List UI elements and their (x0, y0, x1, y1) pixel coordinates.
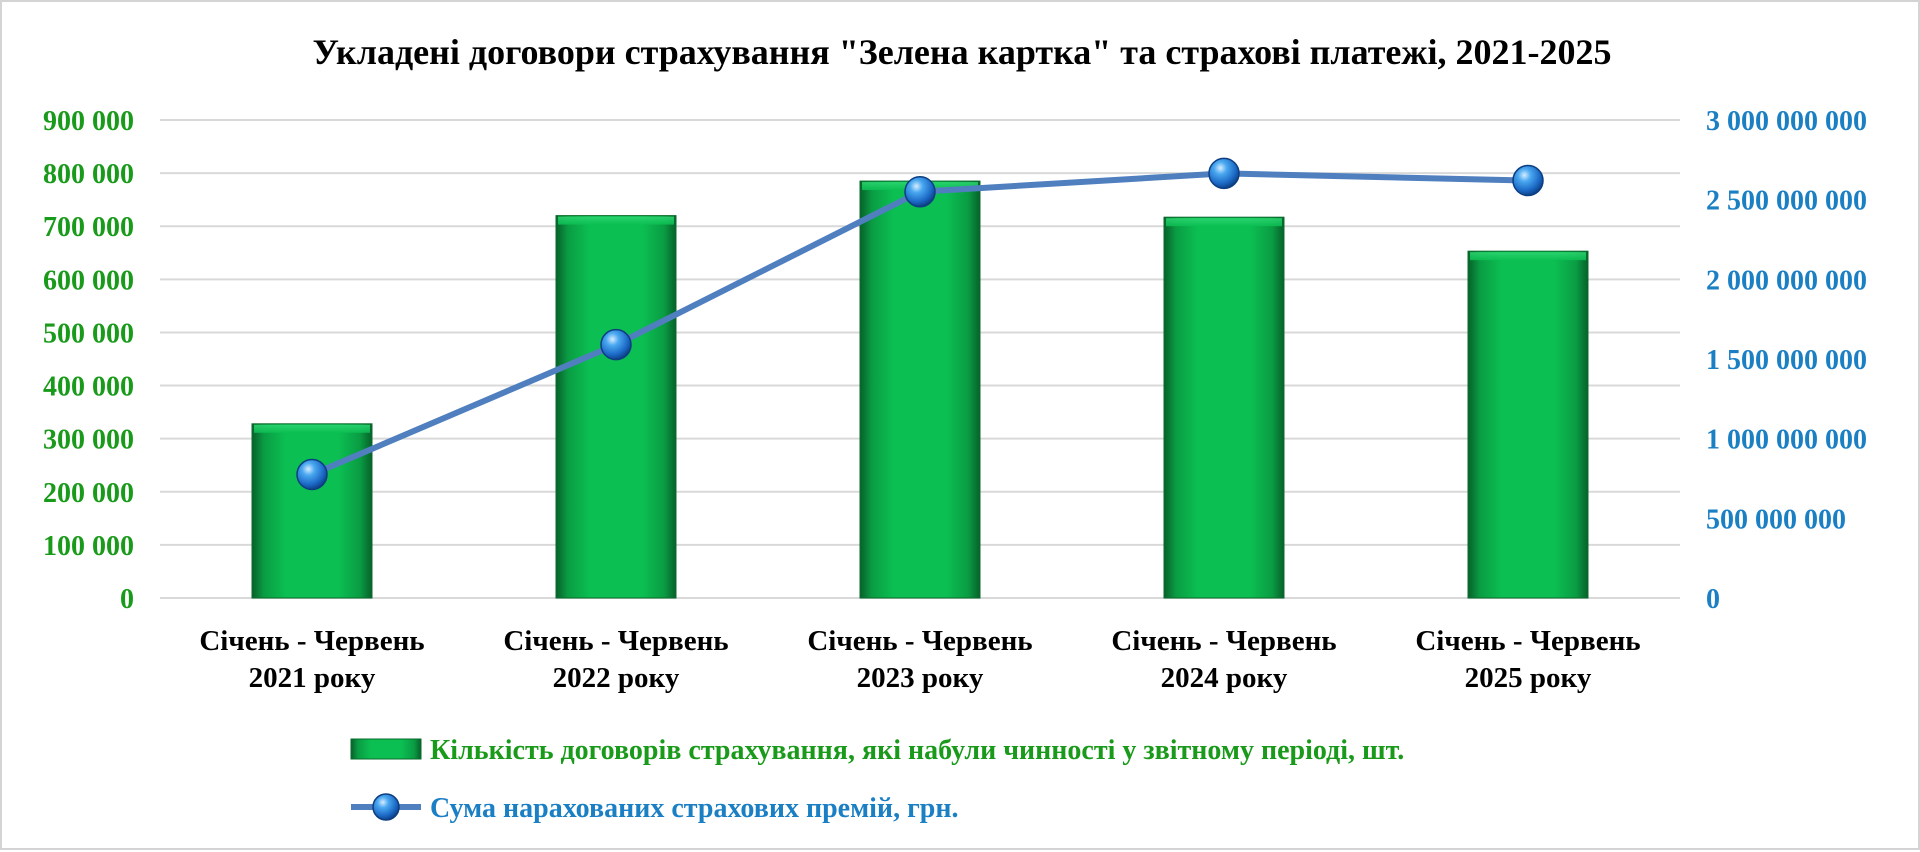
legend-label-line: Сума нарахованих страхових премій, грн. (430, 793, 959, 824)
bar (555, 215, 677, 599)
x-category-label: Січень - Червень 2021 року (199, 625, 424, 694)
right-tick-label: 2 500 000 000 (1706, 186, 1867, 217)
left-tick-label: 0 (120, 584, 134, 615)
right-tick-label: 1 000 000 000 (1706, 425, 1867, 456)
legend-label-bar: Кількість договорів страхування, які наб… (430, 735, 1404, 766)
legend-item-line: Сума нарахованих страхових премій, грн. (351, 793, 959, 824)
line-marker (1208, 157, 1240, 190)
x-axis-categories: Січень - Червень 2021 року Січень - Червен… (199, 625, 1640, 694)
left-tick-label: 900 000 (43, 106, 134, 137)
bar-body (555, 215, 677, 599)
bar-highlight (558, 216, 674, 225)
line-marker (904, 175, 936, 208)
x-category-label: Січень - Червень 2025 року (1415, 625, 1640, 694)
bar-body (1163, 216, 1285, 599)
right-tick-label: 0 (1706, 584, 1720, 615)
right-tick-label: 2 000 000 000 (1706, 265, 1867, 296)
bar-body (859, 180, 981, 599)
line-marker (600, 328, 632, 361)
bar (1467, 250, 1589, 599)
bar-highlight (1166, 218, 1282, 227)
legend-bar-swatch (350, 738, 422, 760)
left-axis-ticks: 0 100 000 200 000 300 000 400 000 500 000 600 … (43, 106, 134, 615)
bar-body (251, 423, 373, 599)
right-tick-label: 3 000 000 000 (1706, 106, 1867, 137)
left-tick-label: 300 000 (43, 425, 134, 456)
legend: Кількість договорів страхування, які наб… (350, 735, 1404, 824)
chart-title: Укладені договори страхування "Зелена ка… (313, 32, 1612, 72)
right-axis-ticks: 0 500 000 000 1 000 000 000 1 500 000 000 2 … (1706, 106, 1867, 615)
bar (251, 423, 373, 599)
left-tick-label: 500 000 (43, 318, 134, 349)
right-tick-label: 500 000 000 (1706, 504, 1846, 535)
bar (1163, 216, 1285, 599)
bar-highlight (1470, 252, 1586, 261)
left-tick-label: 100 000 (43, 531, 134, 562)
legend-line-marker (372, 793, 400, 821)
legend-item-bar: Кількість договорів страхування, які наб… (350, 735, 1404, 766)
bar-body (1467, 250, 1589, 599)
line-marker (1512, 164, 1544, 197)
left-tick-label: 700 000 (43, 212, 134, 243)
left-tick-label: 400 000 (43, 372, 134, 403)
bar-series (251, 180, 1589, 599)
left-tick-label: 200 000 (43, 478, 134, 509)
right-tick-label: 1 500 000 000 (1706, 345, 1867, 376)
left-tick-label: 600 000 (43, 265, 134, 296)
x-category-label: Січень - Червень 2024 року (1111, 625, 1336, 694)
left-tick-label: 800 000 (43, 159, 134, 190)
bar (859, 180, 981, 599)
line-series (296, 157, 1544, 491)
bar-highlight (254, 424, 370, 433)
x-category-label: Січень - Червень 2022 року (503, 625, 728, 694)
x-category-label: Січень - Червень 2023 року (807, 625, 1032, 694)
line-marker (296, 458, 328, 491)
